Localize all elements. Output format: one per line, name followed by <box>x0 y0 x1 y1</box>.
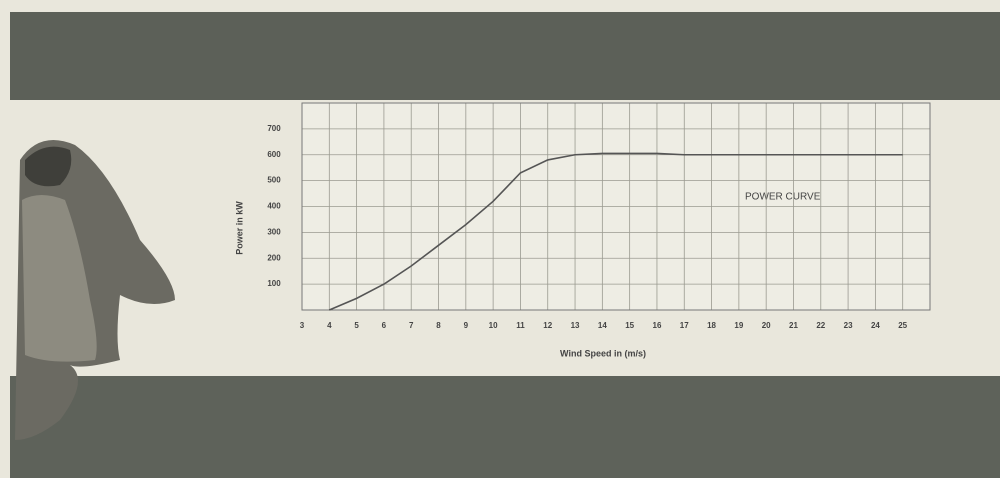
figure <box>15 140 175 440</box>
y-axis-label: Power in kW <box>234 201 244 255</box>
y-tick-label: 600 <box>267 150 281 159</box>
x-tick-label: 11 <box>516 321 525 330</box>
annotation: POWER CURVE <box>745 192 821 203</box>
y-tick-label: 700 <box>267 124 281 133</box>
y-tick-label: 200 <box>267 253 281 262</box>
x-tick-label: 16 <box>653 321 662 330</box>
x-tick-label: 18 <box>707 321 716 330</box>
bottom-band <box>10 376 1000 478</box>
y-tick-label: 300 <box>267 227 281 236</box>
x-tick-label: 15 <box>625 321 634 330</box>
x-axis-label: Wind Speed in (m/s) <box>560 348 646 358</box>
x-tick-label: 12 <box>543 321 552 330</box>
plot-frame <box>301 102 931 311</box>
x-tick-label: 20 <box>762 321 771 330</box>
y-tick-label: 400 <box>267 202 281 211</box>
x-tick-label: 14 <box>598 321 607 330</box>
x-tick-label: 22 <box>816 321 825 330</box>
y-tick-label: 500 <box>267 176 281 185</box>
x-tick-label: 23 <box>844 321 853 330</box>
x-tick-label: 5 <box>354 321 359 330</box>
x-tick-label: 25 <box>898 321 907 330</box>
x-tick-label: 7 <box>409 321 414 330</box>
x-tick-label: 19 <box>734 321 743 330</box>
x-tick-label: 4 <box>327 321 332 330</box>
x-tick-label: 3 <box>300 321 305 330</box>
line <box>328 152 903 311</box>
x-tick-label: 10 <box>489 321 498 330</box>
x-tick-label: 9 <box>464 321 469 330</box>
x-tick-label: 6 <box>382 321 387 330</box>
y-tick-label: 100 <box>267 279 281 288</box>
x-tick-label: 13 <box>571 321 580 330</box>
x-tick-label: 17 <box>680 321 689 330</box>
top-band <box>10 12 1000 100</box>
x-tick-label: 8 <box>436 321 441 330</box>
x-tick-label: 24 <box>871 321 880 330</box>
x-tick-label: 21 <box>789 321 798 330</box>
